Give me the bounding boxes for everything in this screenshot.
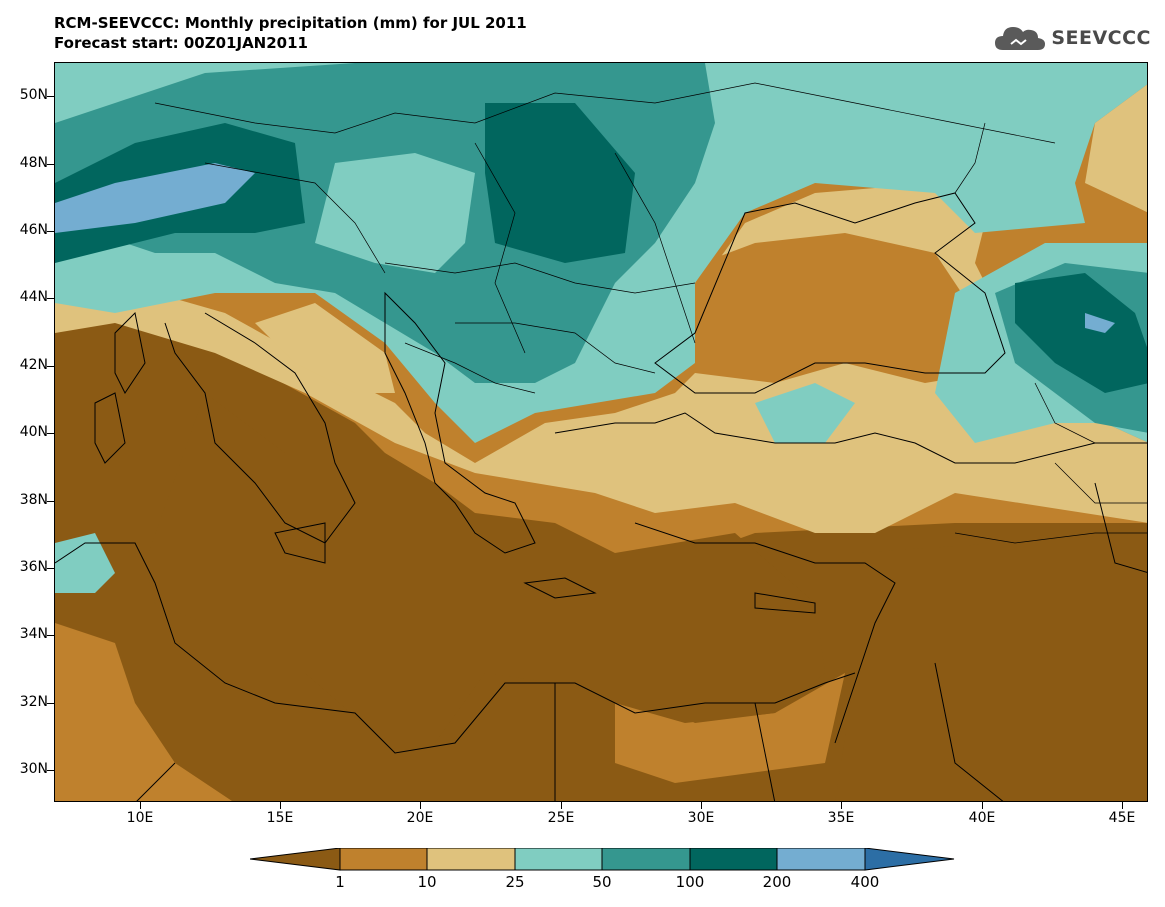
lon-label: 10E: [126, 810, 154, 826]
lon-label: 40E: [968, 810, 996, 826]
lat-tick: [47, 231, 54, 232]
band-100-200-carpathians: [485, 103, 635, 263]
colorbar-segment: [689, 848, 778, 871]
colorbar-label: 50: [592, 873, 612, 891]
band-200-400-alps: [55, 163, 255, 233]
lat-label: 40N: [19, 424, 48, 440]
band-25-50-tunisia: [55, 533, 115, 593]
lat-label: 44N: [19, 289, 48, 305]
country-borders: [154, 82, 1147, 544]
seevccc-logo: SEEVCCC: [993, 22, 1151, 54]
colorbar-segment: [776, 848, 866, 871]
lat-label: 42N: [19, 357, 48, 373]
lon-label: 20E: [406, 810, 434, 826]
colorbar-segment: [426, 848, 516, 871]
lat-tick: [47, 770, 54, 771]
lon-tick: [561, 802, 562, 809]
band-1-10-egypt: [615, 673, 845, 783]
lat-label: 32N: [19, 694, 48, 710]
lon-tick: [982, 802, 983, 809]
lon-label: 15E: [266, 810, 294, 826]
colorbar: [250, 848, 955, 871]
lon-label: 30E: [687, 810, 715, 826]
colorbar-segment: [250, 848, 341, 871]
lat-label: 36N: [19, 559, 48, 575]
middle-east-dry: [835, 533, 1147, 801]
lon-tick: [701, 802, 702, 809]
logo-text: SEEVCCC: [1051, 27, 1151, 49]
lon-tick: [280, 802, 281, 809]
lon-label: 35E: [827, 810, 855, 826]
colorbar-label: 200: [762, 873, 792, 891]
lon-tick: [140, 802, 141, 809]
lat-tick: [47, 366, 54, 367]
title-line-2: Forecast start: 00Z01JAN2011: [54, 34, 308, 52]
colorbar-segment: [514, 848, 603, 871]
lat-tick: [47, 635, 54, 636]
coastlines: [55, 192, 1147, 801]
colorbar-segment: [601, 848, 691, 871]
colorbar-label: 1: [335, 873, 345, 891]
band-10-25-italy: [255, 303, 395, 393]
lat-tick: [47, 433, 54, 434]
colorbar-segment: [339, 848, 428, 871]
title-line-1: RCM-SEEVCCC: Monthly precipitation (mm) …: [54, 14, 527, 32]
band-100-200-caucasus: [1015, 273, 1147, 393]
colorbar-label: 25: [505, 873, 525, 891]
precipitation-map: [54, 62, 1148, 802]
band-200-400-caucasus: [1085, 313, 1115, 333]
lon-tick: [420, 802, 421, 809]
lat-label: 50N: [19, 87, 48, 103]
lat-label: 34N: [19, 626, 48, 642]
colorbar-label: 400: [850, 873, 880, 891]
colorbar-label: 100: [675, 873, 705, 891]
black-sea-10: [675, 233, 995, 383]
lat-label: 46N: [19, 222, 48, 238]
lon-label: 45E: [1108, 810, 1136, 826]
map-title: RCM-SEEVCCC: Monthly precipitation (mm) …: [54, 13, 527, 53]
colorbar-label: 10: [417, 873, 437, 891]
lat-tick: [47, 298, 54, 299]
lat-label: 48N: [19, 155, 48, 171]
colorbar-segment: [864, 848, 955, 871]
lon-tick: [1122, 802, 1123, 809]
lat-tick: [47, 96, 54, 97]
sea-dry-core: [145, 393, 825, 743]
band-1-10-africa: [55, 623, 232, 801]
lat-tick: [47, 164, 54, 165]
lat-label: 38N: [19, 492, 48, 508]
cloud-icon: [995, 27, 1046, 50]
lon-label: 25E: [547, 810, 575, 826]
lat-tick: [47, 703, 54, 704]
band-25-50-anatolia: [755, 383, 855, 443]
lat-label: 30N: [19, 761, 48, 777]
band-25-50-hungary: [315, 153, 475, 273]
band-10-25-russia: [1085, 84, 1147, 213]
map-canvas: [55, 63, 1147, 801]
lat-tick: [47, 501, 54, 502]
lon-tick: [841, 802, 842, 809]
lat-tick: [47, 568, 54, 569]
